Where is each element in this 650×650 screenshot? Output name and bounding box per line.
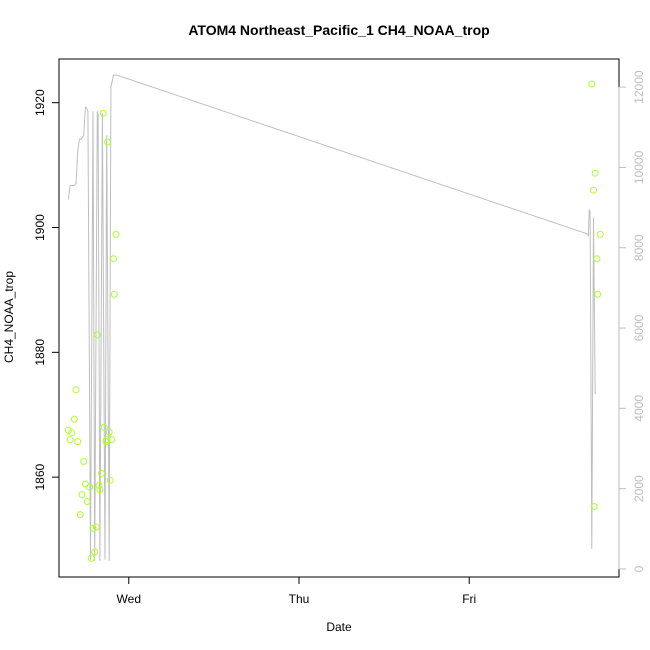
data-point (70, 415, 78, 423)
data-point (100, 423, 108, 431)
data-point (596, 230, 604, 238)
y2-tick-label: 2000 (632, 475, 646, 502)
data-point (110, 255, 117, 263)
data-point (72, 386, 80, 394)
series-line (67, 74, 596, 561)
data-point (104, 138, 111, 146)
chart-title: ATOM4 Northeast_Pacific_1 CH4_NOAA_trop (188, 22, 489, 38)
data-point (112, 230, 120, 238)
data-point (93, 331, 101, 339)
data-point (92, 523, 100, 531)
x-tick-label: Wed (117, 592, 141, 606)
data-point (91, 548, 99, 556)
y-tick-label: 1860 (33, 463, 47, 490)
data-point (590, 503, 598, 510)
y2-tick-label: 8000 (632, 234, 646, 261)
data-point (98, 469, 106, 477)
data-point (76, 511, 84, 519)
data-point (108, 436, 116, 444)
data-point (66, 436, 74, 444)
data-point (80, 458, 88, 465)
y-tick-label: 1900 (33, 214, 47, 241)
x-tick-label: Thu (289, 592, 310, 606)
data-point (590, 186, 597, 194)
data-point (103, 436, 111, 444)
y2-tick-label: 12000 (632, 70, 646, 104)
data-point (593, 255, 601, 263)
y2-tick-label: 6000 (632, 314, 646, 341)
y2-tick-label: 0 (632, 565, 646, 572)
data-point (83, 498, 91, 505)
data-point (96, 486, 104, 494)
y-tick-label: 1920 (33, 89, 47, 116)
y2-tick-label: 10000 (632, 150, 646, 184)
y-axis-label: CH4_NOAA_trop (2, 271, 16, 363)
data-point (591, 169, 599, 177)
data-point (86, 483, 94, 491)
y-tick-label: 1880 (33, 339, 47, 366)
x-axis-label: Date (326, 620, 352, 634)
data-point (105, 428, 113, 436)
y-axis-right: 0 2000 4000 6000 8000 10000 12000 (618, 70, 646, 572)
data-point (106, 476, 114, 484)
x-axis: Wed Thu Fri (117, 576, 476, 606)
data-point (68, 429, 76, 437)
y-axis-left: 1860 1880 1900 1920 (33, 89, 60, 490)
left-axis-series-points (64, 80, 604, 562)
data-point (95, 481, 103, 489)
data-point (588, 80, 596, 88)
right-axis-series-line (67, 74, 596, 561)
data-point (594, 290, 602, 298)
data-point (99, 109, 107, 117)
x-tick-label: Fri (462, 592, 476, 606)
data-point (110, 290, 118, 298)
data-point (87, 554, 95, 562)
data-point (78, 491, 86, 499)
data-point (89, 524, 97, 532)
y2-tick-label: 4000 (632, 395, 646, 422)
data-point (74, 438, 82, 446)
